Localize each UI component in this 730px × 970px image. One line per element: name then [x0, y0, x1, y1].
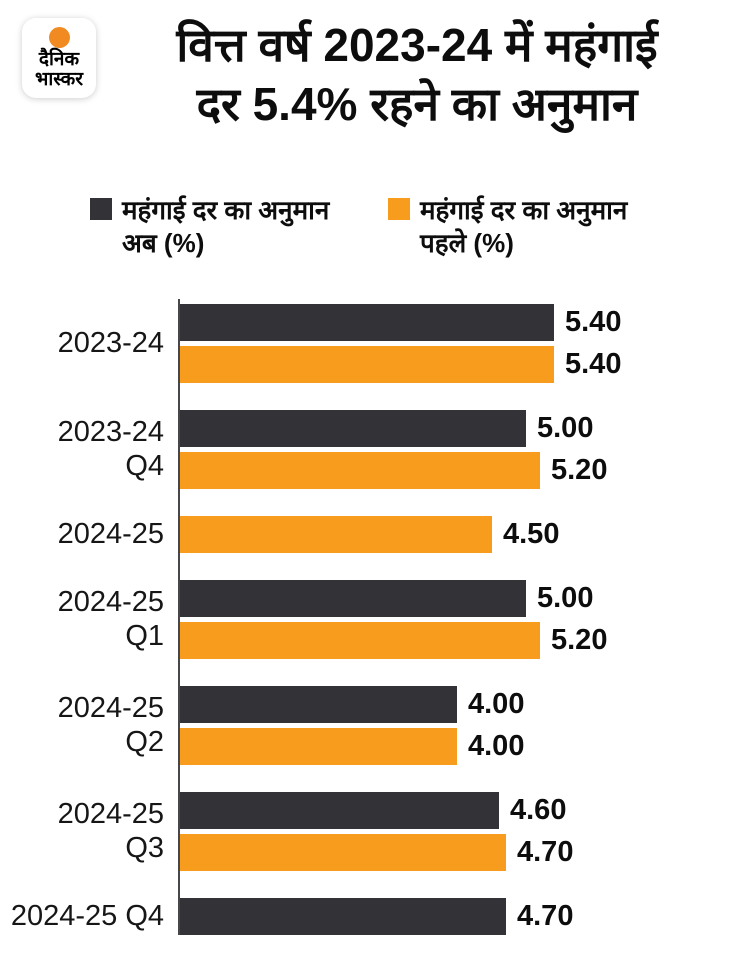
bar-value-label: 4.00: [468, 688, 525, 721]
bar-group: 5.40 5.40: [180, 304, 622, 384]
bar-value-label: 5.00: [537, 582, 594, 615]
legend-item-now: महंगाई दर का अनुमान अब (%): [90, 194, 366, 260]
bar: [180, 410, 526, 448]
category-label: 2023-24 Q4: [57, 415, 164, 482]
category-label: 2024-25 Q4: [10, 899, 164, 932]
bar: [180, 346, 554, 384]
category-label: 2023-24: [57, 326, 164, 359]
category-label: 2024-25: [57, 517, 164, 550]
logo-sun-icon: [48, 27, 70, 48]
bar-value-label: 5.20: [551, 624, 608, 657]
bar: [180, 622, 540, 660]
category-label: 2024-25 Q1: [57, 585, 164, 652]
bar-value-label: 4.70: [517, 900, 574, 933]
bar-group: 4.60 4.70: [180, 792, 574, 872]
logo-text-line2: भास्कर: [34, 68, 84, 90]
legend-item-earlier: महंगाई दर का अनुमान पहले (%): [388, 194, 627, 260]
legend-swatch-now: [90, 198, 112, 220]
bar-value-label: 5.20: [551, 454, 608, 487]
chart-legend: महंगाई दर का अनुमान अब (%) महंगाई दर का …: [90, 194, 730, 260]
bar: [180, 728, 457, 766]
chart-row: 2023-24 5.40 5.40: [0, 304, 730, 384]
bar-group: 4.00 4.00: [180, 686, 525, 766]
dainik-bhaskar-logo: दैनिक भास्कर: [22, 18, 96, 98]
chart: 2023-24 5.40 5.40 2023-24 Q4 5.00 5.20 2024-25 4…: [0, 299, 730, 936]
bar-value-label: 5.40: [565, 348, 622, 381]
logo-text-line1: दैनिक: [38, 49, 80, 70]
bar: [180, 580, 526, 618]
page-title-line2: दर 5.4% रहने का अनुमान: [196, 77, 638, 130]
bar-value-label: 4.70: [517, 836, 574, 869]
bar: [180, 516, 492, 554]
category-label: 2024-25 Q3: [57, 797, 164, 864]
bar: [180, 452, 540, 490]
header: दैनिक भास्कर वित्त वर्ष 2023-24 में महंग…: [0, 0, 730, 150]
bar-group: 5.00 5.20: [180, 580, 608, 660]
chart-row: 2023-24 Q4 5.00 5.20: [0, 410, 730, 490]
bar-group: 5.00 5.20: [180, 410, 608, 490]
page-title-line1: वित्त वर्ष 2023-24 में महंगाई: [176, 19, 658, 71]
bar: [180, 792, 499, 830]
bar-value-label: 4.60: [510, 794, 567, 827]
chart-row: 2024-25 Q3 4.60 4.70: [0, 792, 730, 872]
bar: [180, 304, 554, 342]
chart-row: 2024-25 Q2 4.00 4.00: [0, 686, 730, 766]
bar: [180, 686, 457, 724]
chart-row: 2024-25 Q4 4.70: [0, 898, 730, 936]
legend-swatch-earlier: [388, 198, 410, 220]
legend-label-earlier: महंगाई दर का अनुमान पहले (%): [420, 195, 628, 259]
bar-group: 4.50: [180, 516, 560, 554]
bar: [180, 834, 506, 872]
y-axis-line: [178, 299, 180, 936]
chart-row: 2024-25 4.50: [0, 516, 730, 554]
bar-value-label: 5.40: [565, 306, 622, 339]
bar: [180, 898, 506, 936]
bar-value-label: 4.00: [468, 730, 525, 763]
category-label: 2024-25 Q2: [57, 691, 164, 758]
chart-row: 2024-25 Q1 5.00 5.20: [0, 580, 730, 660]
bar-value-label: 5.00: [537, 412, 594, 445]
bar-group: 4.70: [180, 898, 574, 936]
page-title: वित्त वर्ष 2023-24 में महंगाई दर 5.4% रह…: [112, 16, 722, 134]
bar-value-label: 4.50: [503, 518, 560, 551]
legend-label-now: महंगाई दर का अनुमान अब (%): [122, 195, 330, 259]
